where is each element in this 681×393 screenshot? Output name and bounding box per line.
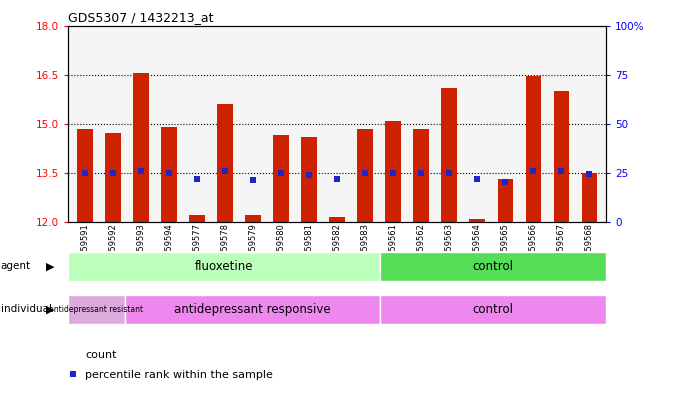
Bar [125,295,379,324]
Bar [379,295,606,324]
Text: percentile rank within the sample: percentile rank within the sample [85,369,273,380]
Bar [330,217,345,222]
Bar [413,129,429,222]
Bar [554,91,569,222]
Bar [385,121,401,222]
Bar [441,88,457,222]
Bar [379,252,606,281]
Bar [133,73,148,222]
Text: control: control [473,303,513,316]
Bar [302,137,317,222]
Text: GDS5307 / 1432213_at: GDS5307 / 1432213_at [68,11,214,24]
Text: antidepressant responsive: antidepressant responsive [174,303,330,316]
Bar [161,127,176,222]
Bar [68,252,379,281]
Text: antidepressant resistant: antidepressant resistant [49,305,144,314]
Bar [526,76,541,222]
Bar [245,215,261,222]
Text: control: control [473,260,513,273]
Bar [217,104,233,222]
Bar [106,133,121,222]
Bar [189,215,205,222]
Text: individual: individual [1,305,52,314]
Text: count: count [85,350,116,360]
Bar [358,129,373,222]
Bar [77,129,93,222]
Text: ▶: ▶ [46,305,54,314]
Bar [68,295,125,324]
Text: fluoxetine: fluoxetine [195,260,253,273]
Text: agent: agent [1,261,31,271]
Bar [498,180,513,222]
Bar [273,135,289,222]
Bar [469,219,485,222]
Bar [582,173,597,222]
Text: ▶: ▶ [46,261,54,271]
